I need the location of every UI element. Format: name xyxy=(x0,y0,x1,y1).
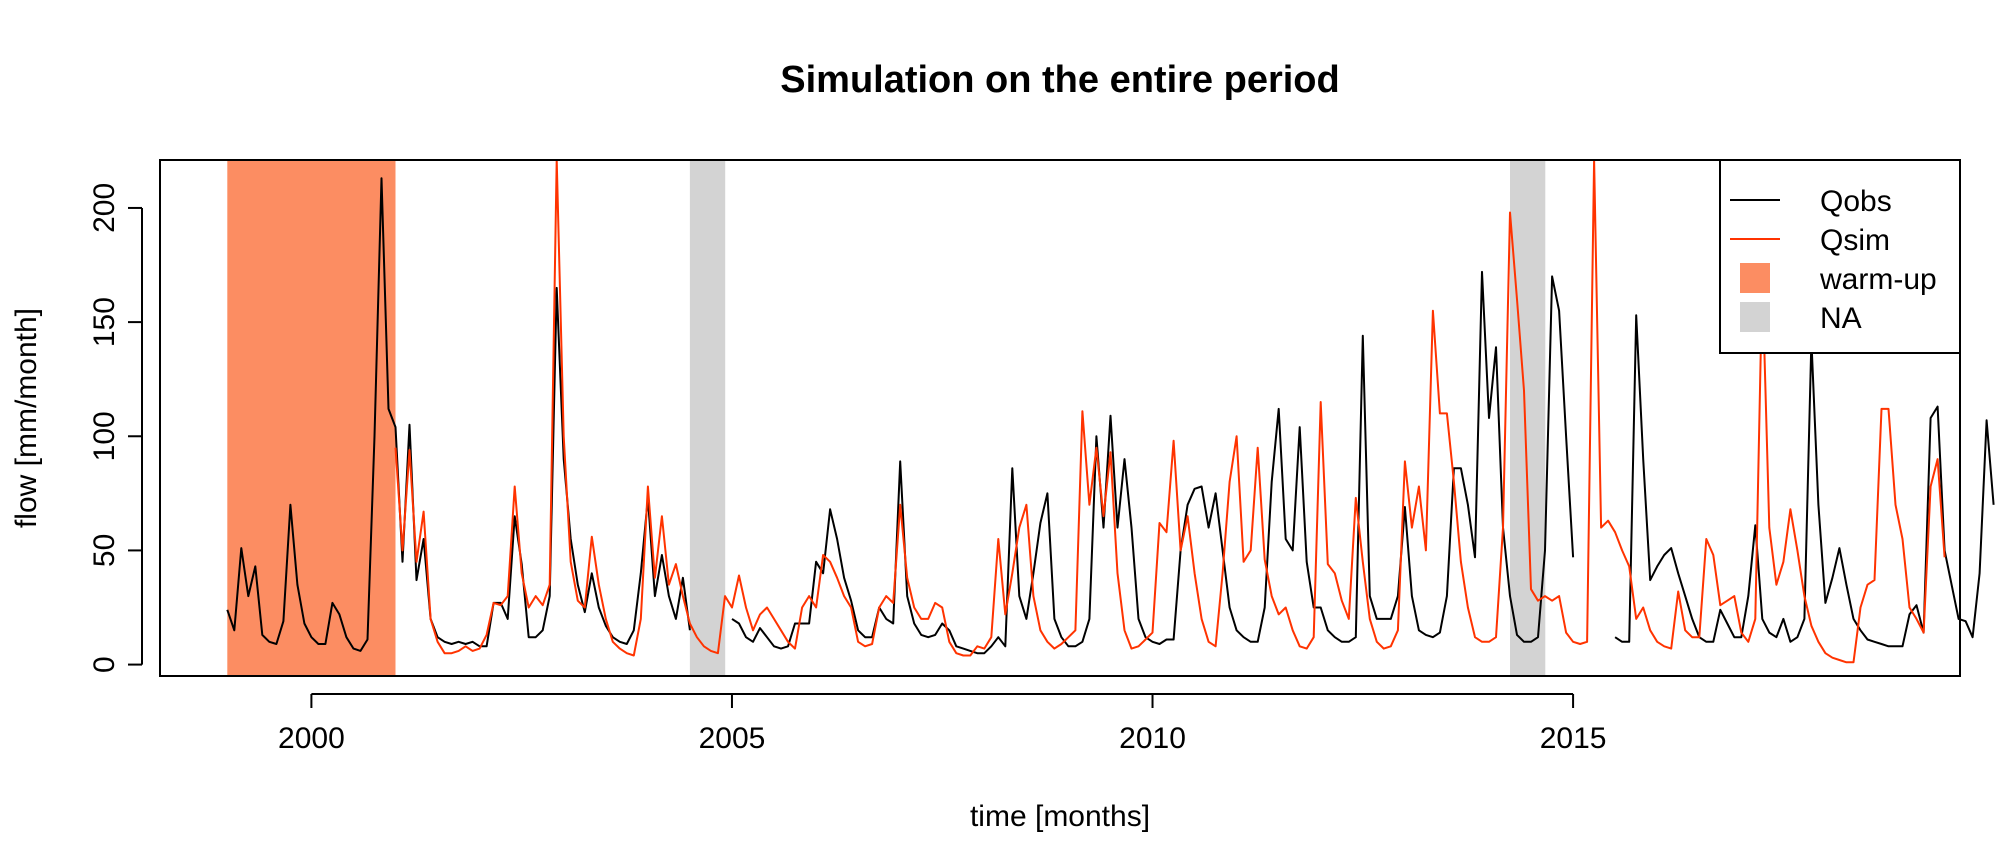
legend-label: warm-up xyxy=(1819,263,1937,296)
shaded-regions xyxy=(227,160,1546,676)
x-axis: 2000 2005 2010 2015 xyxy=(278,693,1607,755)
shaded-region-warm-up xyxy=(227,160,396,676)
shaded-region-NA xyxy=(1510,160,1546,676)
x-tick-label: 2000 xyxy=(278,722,345,755)
legend: Qobs Qsim warm-up NA xyxy=(1719,159,1961,354)
y-tick-label: 100 xyxy=(88,411,121,461)
legend-label: Qobs xyxy=(1820,185,1892,218)
series-line-Qsim xyxy=(394,159,1946,664)
x-tick-label: 2005 xyxy=(699,722,766,755)
shaded-region-NA xyxy=(689,160,726,676)
chart-title: Simulation on the entire period xyxy=(780,59,1339,101)
legend-label: Qsim xyxy=(1820,224,1890,257)
x-tick-label: 2015 xyxy=(1540,722,1607,755)
y-tick-label: 50 xyxy=(88,534,121,567)
x-tick-label: 2010 xyxy=(1119,722,1186,755)
y-axis: 0 50 100 150 200 xyxy=(88,183,143,673)
plot-frame xyxy=(159,159,1961,677)
x-axis-label: time [months] xyxy=(970,800,1150,833)
legend-label: NA xyxy=(1820,302,1862,335)
legend-swatch-NA xyxy=(1740,302,1770,332)
y-tick-label: 200 xyxy=(88,183,121,233)
legend-swatch-warm-up xyxy=(1740,263,1770,293)
y-tick-label: 0 xyxy=(88,656,121,673)
y-axis-label: flow [mm/month] xyxy=(10,308,43,528)
series-lines xyxy=(226,159,1995,664)
y-tick-label: 150 xyxy=(88,297,121,347)
series-line-Qobs xyxy=(226,177,1995,655)
